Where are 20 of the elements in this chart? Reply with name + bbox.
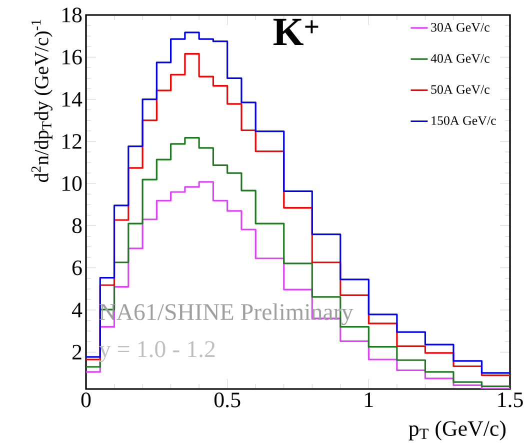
y-tick-label: 18 xyxy=(62,8,82,22)
x-tick-label: 1.5 xyxy=(498,392,523,408)
y-tick-label: 10 xyxy=(62,176,82,191)
chart-title: K$^{+}$ xyxy=(273,18,318,46)
legend-label: 50A GeV/c xyxy=(431,85,490,94)
legend-label: 30A GeV/c xyxy=(431,22,490,32)
y-tick-label: 4 xyxy=(72,302,82,318)
y-tick-label: 6 xyxy=(72,260,82,276)
y-tick-label: 8 xyxy=(72,218,82,234)
y-tick-label: 16 xyxy=(62,50,82,65)
y-tick-label: 12 xyxy=(62,134,82,149)
legend-label: 150A GeV/c xyxy=(432,116,496,126)
x-tick-label: 1 xyxy=(365,392,373,407)
legend-label: 40A GeV/c xyxy=(430,54,490,63)
y-tick-label: 14 xyxy=(62,92,82,107)
x-axis-title: p$_{T}$ (GeV/c) xyxy=(408,420,506,440)
y-axis-title: d$^{2}$n/dp$_{T}$dy (GeV/c)$^{-1}$ xyxy=(31,20,52,182)
y-tick-label: 2 xyxy=(72,344,82,360)
x-tick-label: 0 xyxy=(81,392,91,408)
x-tick-label: 0.5 xyxy=(214,392,240,408)
